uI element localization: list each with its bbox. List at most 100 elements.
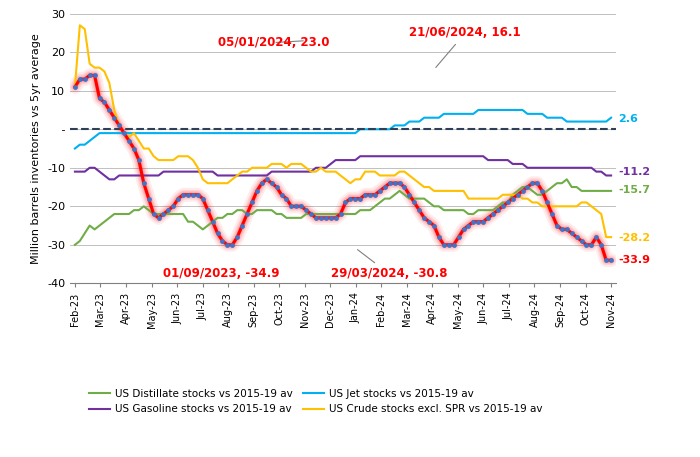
Point — [99, 99, 110, 106]
Legend: US Distillate stocks vs 2015-19 av, US Gasoline stocks vs 2015-19 av, US Jet sto: US Distillate stocks vs 2015-19 av, US G… — [85, 385, 547, 418]
Point — [384, 180, 395, 187]
Point — [286, 202, 297, 210]
Point — [468, 218, 479, 225]
Point — [374, 187, 386, 195]
Point — [207, 218, 218, 225]
Point — [148, 210, 159, 218]
Point — [463, 222, 474, 229]
Point — [128, 145, 139, 152]
Point — [173, 195, 184, 202]
Point — [591, 234, 602, 241]
Text: 29/03/2024, -30.8: 29/03/2024, -30.8 — [330, 250, 447, 280]
Point — [104, 106, 115, 114]
Point — [453, 234, 464, 241]
Point — [197, 195, 209, 202]
Point — [477, 218, 489, 225]
Point — [547, 210, 558, 218]
Point — [389, 180, 400, 187]
Point — [601, 256, 612, 264]
Point — [355, 195, 366, 202]
Point — [178, 191, 189, 198]
Point — [281, 195, 292, 202]
Point — [168, 202, 179, 210]
Point — [448, 241, 459, 249]
Point — [79, 75, 90, 83]
Point — [581, 241, 592, 249]
Point — [345, 195, 356, 202]
Point — [512, 191, 523, 198]
Point — [212, 229, 223, 237]
Point — [188, 191, 199, 198]
Point — [561, 226, 573, 233]
Text: -28.2: -28.2 — [619, 233, 650, 243]
Point — [113, 122, 125, 129]
Point — [246, 199, 258, 206]
Point — [360, 191, 371, 198]
Point — [409, 199, 420, 206]
Point — [566, 229, 578, 237]
Point — [492, 207, 503, 214]
Point — [424, 218, 435, 225]
Point — [232, 234, 243, 241]
Point — [271, 183, 282, 191]
Point — [433, 234, 444, 241]
Point — [295, 202, 307, 210]
Point — [153, 214, 164, 222]
Point — [158, 210, 169, 218]
Point — [527, 180, 538, 187]
Point — [502, 199, 513, 206]
Point — [335, 210, 346, 218]
Text: -11.2: -11.2 — [619, 167, 650, 177]
Point — [202, 207, 214, 214]
Point — [365, 191, 376, 198]
Point — [394, 180, 405, 187]
Point — [320, 214, 331, 222]
Point — [537, 187, 548, 195]
Point — [517, 187, 528, 195]
Point — [108, 114, 120, 122]
Point — [266, 180, 277, 187]
Point — [74, 75, 85, 83]
Point — [552, 222, 563, 229]
Point — [133, 156, 144, 164]
Point — [522, 183, 533, 191]
Text: 2.6: 2.6 — [619, 114, 638, 124]
Point — [414, 207, 425, 214]
Point — [261, 175, 272, 183]
Point — [399, 183, 410, 191]
Point — [571, 234, 582, 241]
Point — [193, 191, 204, 198]
Text: 21/06/2024, 16.1: 21/06/2024, 16.1 — [410, 27, 521, 68]
Point — [256, 180, 267, 187]
Point — [606, 256, 617, 264]
Point — [227, 241, 238, 249]
Point — [487, 210, 498, 218]
Point — [276, 191, 287, 198]
Point — [596, 241, 607, 249]
Point — [428, 222, 440, 229]
Point — [290, 202, 302, 210]
Point — [379, 183, 391, 191]
Point — [482, 214, 493, 222]
Point — [300, 207, 312, 214]
Point — [340, 199, 351, 206]
Point — [123, 137, 134, 144]
Point — [310, 214, 321, 222]
Point — [542, 199, 553, 206]
Point — [350, 195, 361, 202]
Point — [237, 222, 248, 229]
Point — [69, 83, 80, 90]
Point — [443, 241, 454, 249]
Point — [497, 202, 508, 210]
Text: -15.7: -15.7 — [619, 185, 650, 195]
Point — [473, 218, 484, 225]
Point — [404, 191, 415, 198]
Point — [241, 210, 253, 218]
Point — [89, 72, 100, 79]
Point — [138, 180, 149, 187]
Y-axis label: Million barrels inventories vs 5yr average: Million barrels inventories vs 5yr avera… — [32, 33, 41, 264]
Point — [576, 237, 587, 244]
Point — [305, 210, 316, 218]
Text: 01/09/2023, -34.9: 01/09/2023, -34.9 — [164, 267, 280, 280]
Point — [217, 237, 228, 244]
